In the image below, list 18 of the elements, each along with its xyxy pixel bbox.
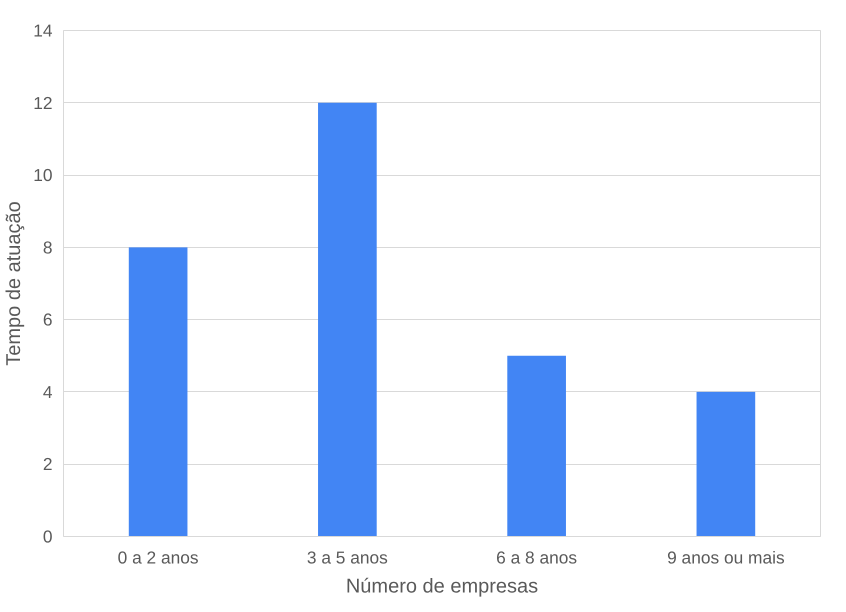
x-tick-label: 6 a 8 anos [496, 548, 578, 568]
x-axis-title: Número de empresas [346, 576, 538, 598]
y-tick-label: 14 [33, 20, 53, 40]
x-tick-label: 9 anos ou mais [667, 548, 785, 568]
y-axis-title: Tempo de atuação [3, 201, 26, 366]
bar [318, 102, 377, 536]
y-tick-label: 6 [42, 310, 53, 330]
bar [696, 392, 756, 536]
y-tick-label: 12 [33, 92, 53, 113]
bar [128, 247, 188, 536]
y-tick-label: 8 [42, 237, 53, 258]
x-tick-label: 3 a 5 anos [306, 548, 388, 568]
y-tick-label: 4 [42, 382, 53, 402]
y-tick-label: 0 [42, 526, 53, 546]
bar [507, 356, 566, 536]
y-tick-label: 10 [33, 165, 53, 186]
y-tick-label: 2 [42, 454, 53, 474]
x-tick-label: 0 a 2 anos [118, 548, 199, 568]
